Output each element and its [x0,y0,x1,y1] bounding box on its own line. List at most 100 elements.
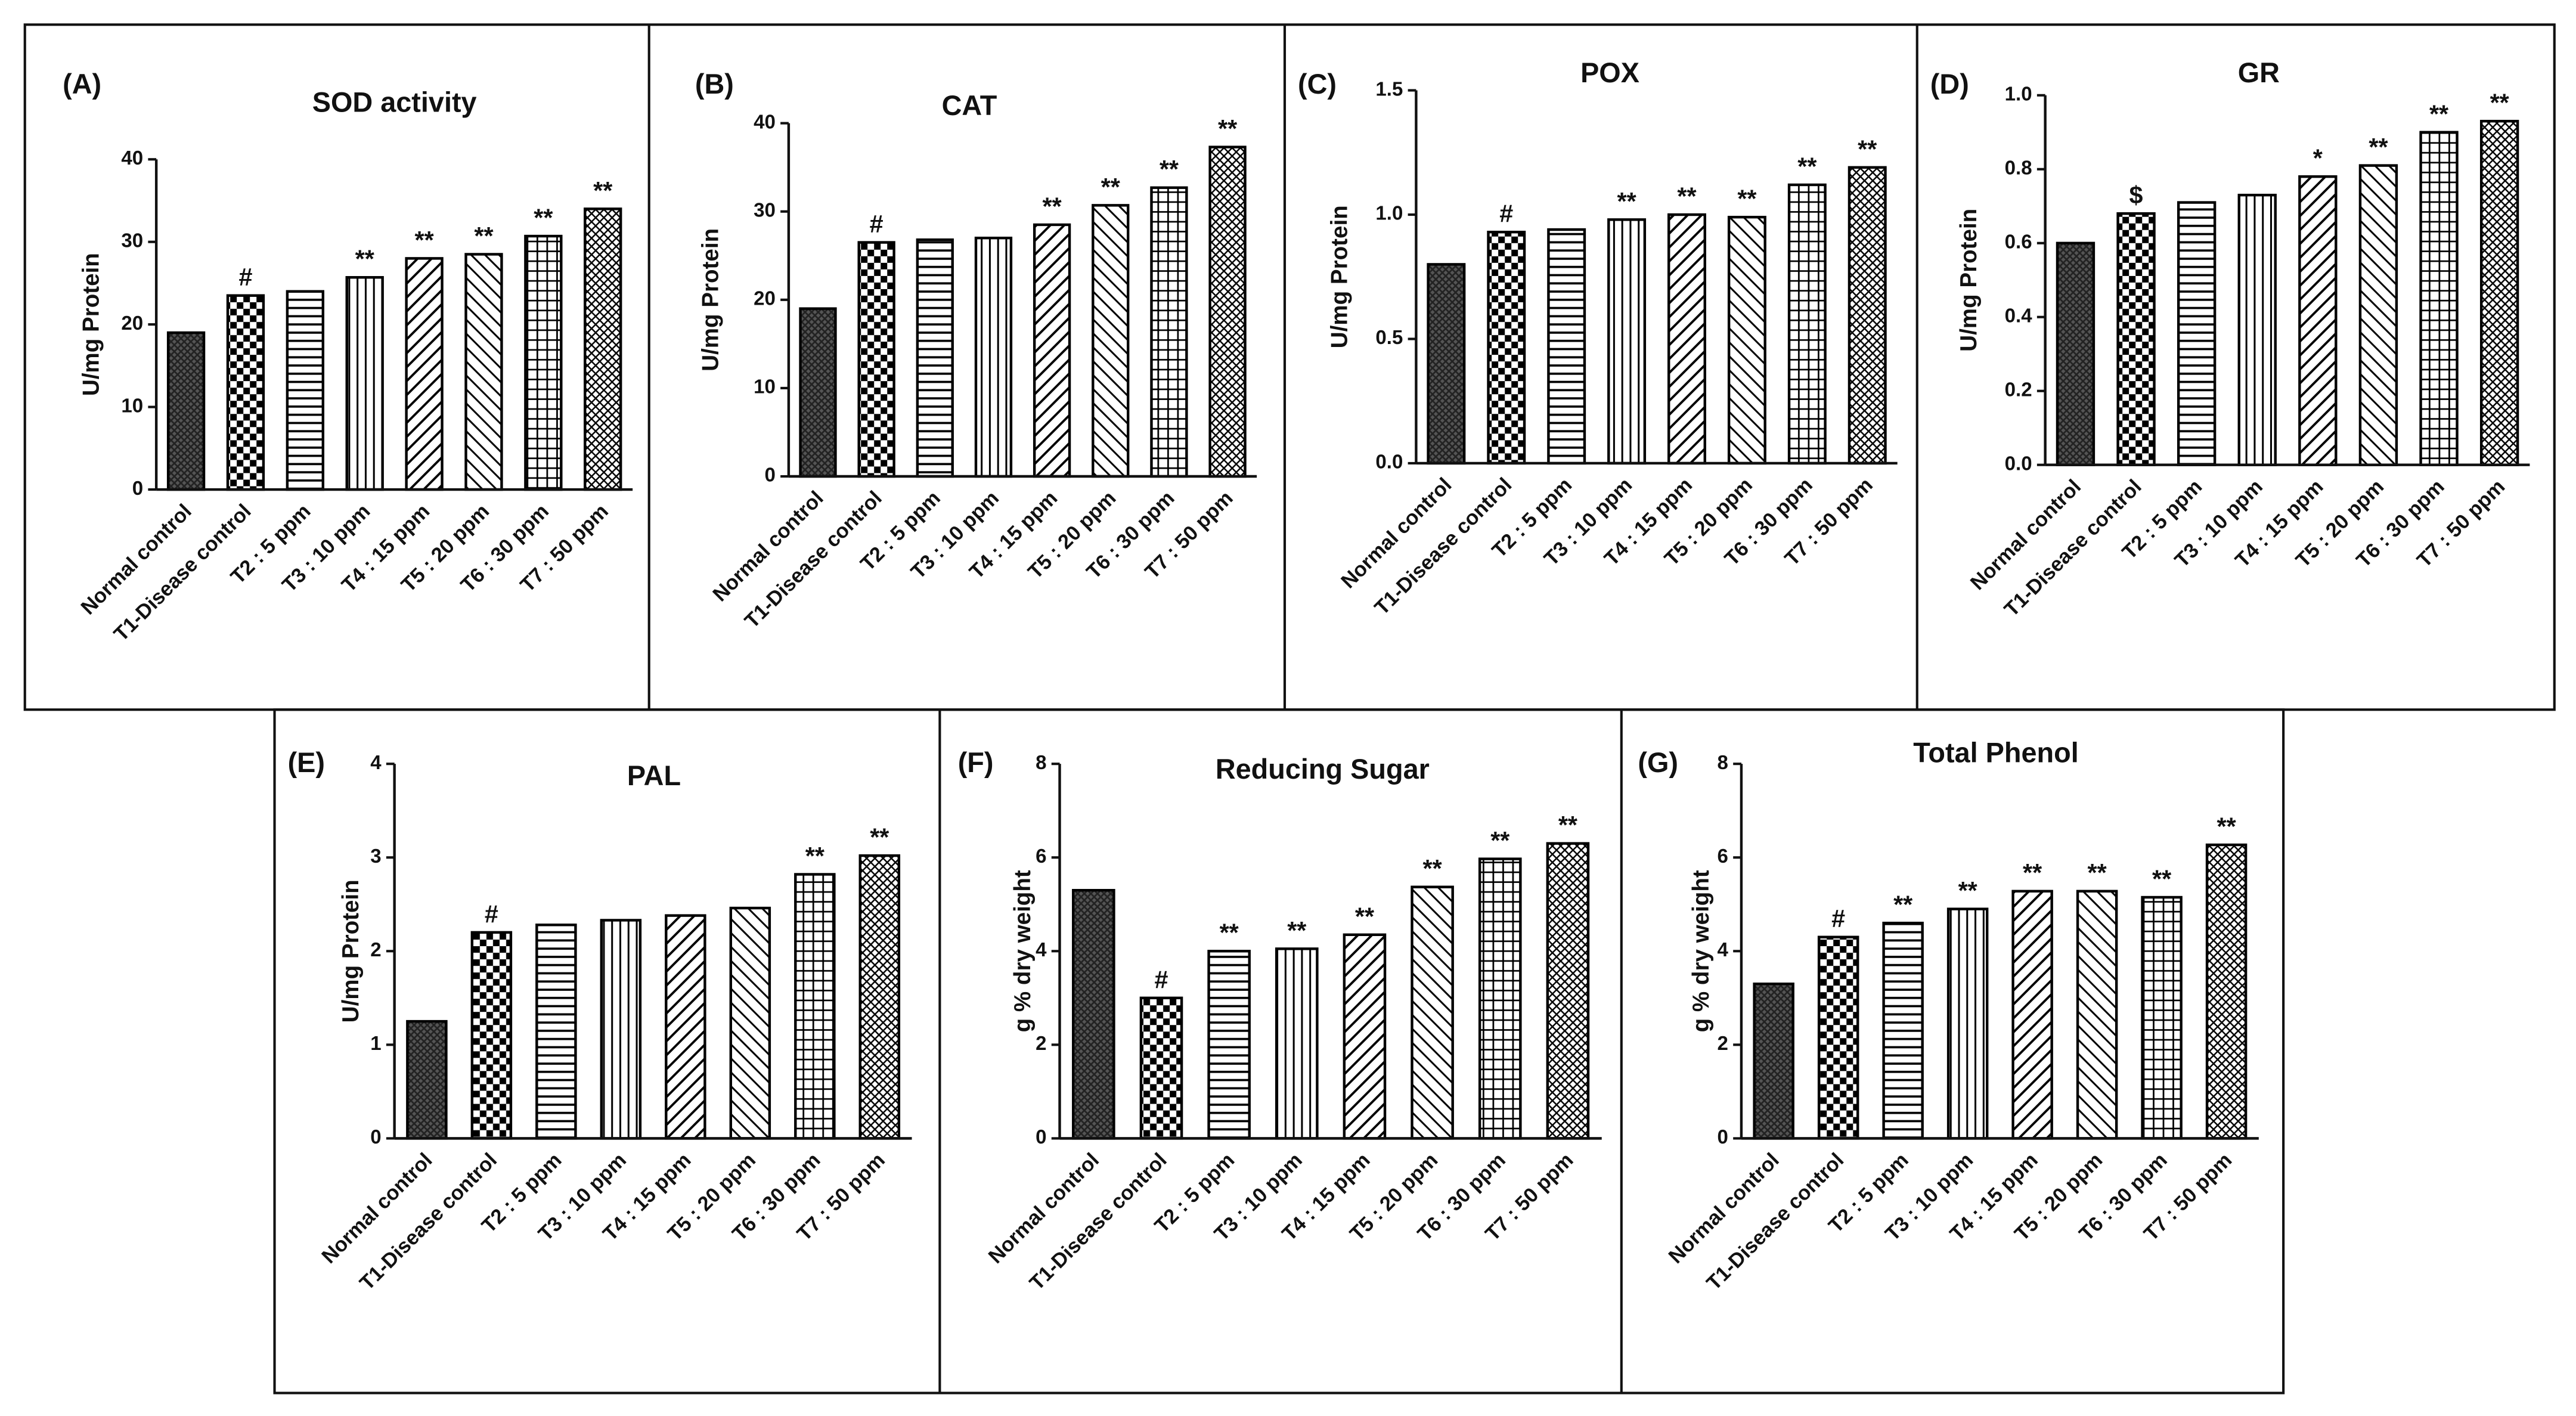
bar [464,253,503,491]
panel-label: (G) [1638,747,1678,778]
y-tick-label: 1.0 [1375,203,1403,225]
y-tick-label: 0.4 [2005,305,2033,327]
significance-label: ** [1558,811,1578,839]
y-tick-label: 1.0 [2005,83,2032,106]
bar [974,236,1013,478]
bar [2141,896,2183,1140]
significance-label: ** [2088,859,2107,887]
chart-title: Total Phenol [1913,737,2079,768]
significance-label: * [2313,145,2323,172]
y-tick-label: 6 [1036,845,1046,867]
bar [600,919,642,1140]
bar [1727,215,1766,465]
significance-label: ** [870,824,889,851]
significance-label: # [238,264,252,291]
y-axis-label: g % dry weight [1688,870,1714,1032]
bar [1667,213,1706,465]
bar [584,207,622,491]
bar [1150,186,1188,478]
bar [1607,218,1647,465]
bar [1817,935,1859,1140]
bar [794,873,836,1140]
bar [1847,166,1887,465]
significance-label: ** [1797,153,1817,180]
panel-label: (F) [958,747,994,778]
significance-label: ** [1423,855,1443,882]
y-tick-label: 30 [121,230,143,252]
chart-title: POX [1580,57,1639,88]
bar [2076,890,2118,1140]
bar [2056,241,2095,466]
bar [1207,950,1251,1140]
bar [857,241,895,478]
y-tick-label: 20 [754,288,776,310]
bar [1427,263,1466,465]
significance-label: $ [2129,182,2143,209]
significance-label: # [1499,200,1513,228]
y-tick-label: 0 [370,1126,381,1148]
bar [1275,947,1319,1140]
bar [1946,907,1989,1140]
bar [2479,119,2519,466]
panel-label: (D) [1930,69,1969,100]
y-tick-label: 6 [1718,845,1728,867]
bar [1753,983,1794,1140]
bar [2205,843,2248,1140]
y-axis-label: U/mg Protein [698,228,723,371]
y-axis-label: U/mg Protein [1956,209,1982,352]
y-tick-label: 20 [121,312,143,334]
significance-label: ** [1737,185,1757,213]
y-tick-label: 40 [754,111,776,133]
bar [1033,223,1071,478]
significance-label: # [1155,966,1168,993]
y-tick-label: 0 [132,478,143,500]
bar [535,924,577,1140]
y-tick-label: 30 [754,199,776,221]
significance-label: ** [1287,917,1307,944]
significance-label: # [870,210,884,238]
bar [166,331,206,491]
significance-label: ** [1220,919,1239,947]
bar [729,906,771,1140]
bar [858,854,901,1140]
bar [1478,857,1522,1140]
y-tick-label: 40 [121,147,143,169]
y-tick-label: 2 [1036,1033,1046,1055]
bar [470,931,513,1140]
chart-title: PAL [627,760,681,791]
y-axis-label: U/mg Protein [338,879,364,1023]
bar [2116,212,2156,466]
significance-label: ** [2369,134,2388,161]
significance-label: ** [355,246,375,273]
significance-label: ** [2217,813,2237,840]
bar [406,1020,448,1140]
y-tick-label: 0 [1718,1126,1728,1148]
significance-label: ** [1355,903,1375,930]
bar [286,290,325,491]
y-tick-label: 1.5 [1375,78,1403,100]
significance-label: ** [1617,188,1637,215]
y-tick-label: 4 [1718,939,1729,961]
significance-label: ** [1490,827,1510,854]
significance-label: # [1831,905,1845,932]
y-tick-label: 1 [370,1033,381,1055]
panel-label: (B) [695,69,734,100]
y-tick-label: 0 [764,464,775,487]
bar [1343,933,1387,1140]
bar [1882,921,1924,1140]
bar [226,294,265,491]
y-tick-label: 0.6 [2005,231,2032,253]
panel-label: (C) [1298,69,1337,100]
significance-label: ** [1218,115,1238,142]
y-tick-label: 2 [370,939,381,961]
y-tick-label: 3 [370,845,381,867]
bar [1092,204,1130,478]
significance-label: ** [1043,193,1062,220]
panel-label: (A) [63,69,101,100]
significance-label: ** [2429,100,2449,128]
bar [1547,228,1586,465]
chart-title: GR [2238,57,2280,88]
y-tick-label: 8 [1036,752,1046,774]
y-tick-label: 4 [370,752,382,774]
